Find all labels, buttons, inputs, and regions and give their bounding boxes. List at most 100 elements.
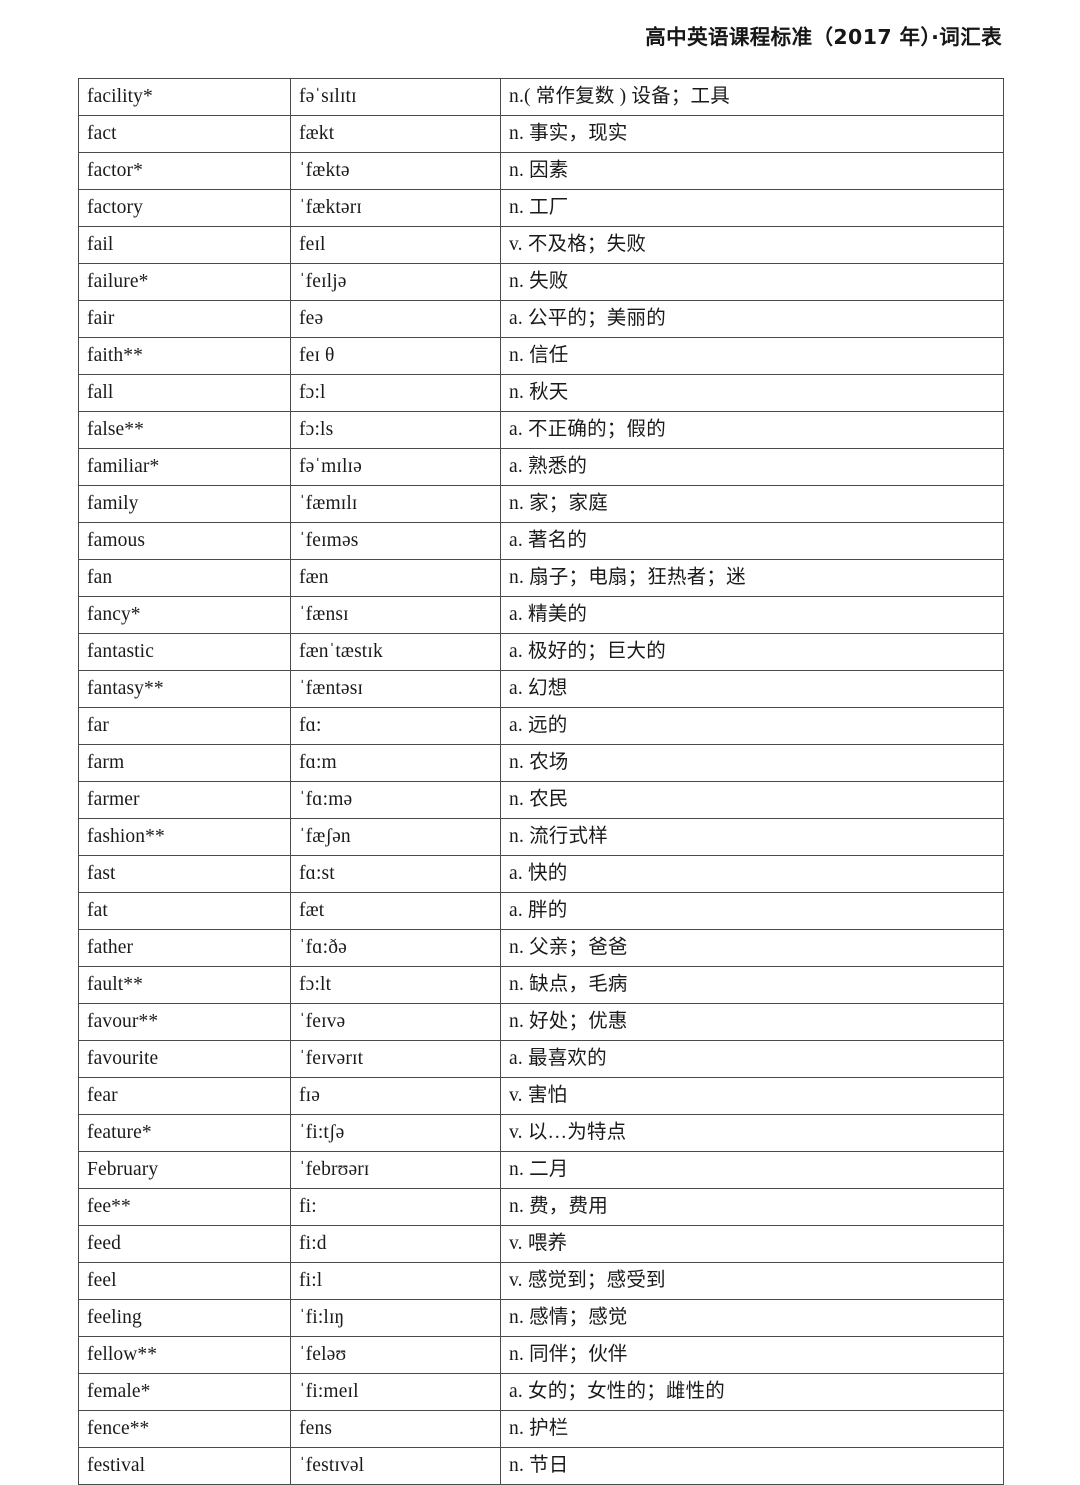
table-row: fence** fens n. 护栏 bbox=[78, 1410, 1004, 1448]
vocab-phonetic: fi:d bbox=[290, 1225, 501, 1263]
vocab-phonetic: ˈfeɪvə bbox=[290, 1003, 501, 1041]
vocab-meaning: n. 同伴；伙伴 bbox=[500, 1336, 1004, 1374]
vocab-phonetic: fɑ:m bbox=[290, 744, 501, 782]
vocab-meaning: n. 缺点，毛病 bbox=[500, 966, 1004, 1004]
vocab-word: fear bbox=[78, 1077, 291, 1115]
vocab-meaning: n. 事实，现实 bbox=[500, 115, 1004, 153]
vocab-phonetic: ˈfeɪməs bbox=[290, 522, 501, 560]
vocab-word: factory bbox=[78, 189, 291, 227]
vocab-meaning: n. 因素 bbox=[500, 152, 1004, 190]
vocab-meaning: a. 幻想 bbox=[500, 670, 1004, 708]
vocab-word: faith** bbox=[78, 337, 291, 375]
vocab-word: failure* bbox=[78, 263, 291, 301]
vocab-meaning: n. 农场 bbox=[500, 744, 1004, 782]
vocab-meaning: n. 扇子；电扇；狂热者；迷 bbox=[500, 559, 1004, 597]
vocab-phonetic: ˈfi:lɪŋ bbox=[290, 1299, 501, 1337]
vocab-meaning: a. 胖的 bbox=[500, 892, 1004, 930]
vocabulary-table-container: facility* fəˈsɪlɪtɪ n.( 常作复数 ) 设备；工具 fact fæ… bbox=[78, 78, 1004, 1485]
table-row: fat fæt a. 胖的 bbox=[78, 892, 1004, 930]
vocab-word: farm bbox=[78, 744, 291, 782]
vocab-meaning: n. 流行式样 bbox=[500, 818, 1004, 856]
vocab-meaning: a. 极好的；巨大的 bbox=[500, 633, 1004, 671]
vocab-phonetic: fɑ:st bbox=[290, 855, 501, 893]
vocab-word: fellow** bbox=[78, 1336, 291, 1374]
vocab-phonetic: fɑ: bbox=[290, 707, 501, 745]
vocab-word: father bbox=[78, 929, 291, 967]
vocabulary-table-body: facility* fəˈsɪlɪtɪ n.( 常作复数 ) 设备；工具 fact fæ… bbox=[78, 78, 1004, 1485]
document-page: 高中英语课程标准（2017 年）·词汇表 facility* fəˈsɪlɪtɪ n… bbox=[78, 25, 1004, 1485]
table-row: fancy* ˈfænsɪ a. 精美的 bbox=[78, 596, 1004, 634]
table-row: fellow** ˈfeləʊ n. 同伴；伙伴 bbox=[78, 1336, 1004, 1374]
vocab-phonetic: fəˈmɪlɪə bbox=[290, 448, 501, 486]
vocab-phonetic: fi:l bbox=[290, 1262, 501, 1300]
vocab-meaning: a. 快的 bbox=[500, 855, 1004, 893]
vocab-phonetic: fi: bbox=[290, 1188, 501, 1226]
vocab-word: fee** bbox=[78, 1188, 291, 1226]
table-row: fear fɪə v. 害怕 bbox=[78, 1077, 1004, 1115]
vocab-meaning: a. 公平的；美丽的 bbox=[500, 300, 1004, 338]
vocab-word: fantasy** bbox=[78, 670, 291, 708]
table-row: fashion** ˈfæʃən n. 流行式样 bbox=[78, 818, 1004, 856]
vocab-word: fantastic bbox=[78, 633, 291, 671]
table-row: feed fi:d v. 喂养 bbox=[78, 1225, 1004, 1263]
vocab-word: feed bbox=[78, 1225, 291, 1263]
table-row: fan fæn n. 扇子；电扇；狂热者；迷 bbox=[78, 559, 1004, 597]
vocab-phonetic: ˈfi:meɪl bbox=[290, 1373, 501, 1411]
vocab-word: feel bbox=[78, 1262, 291, 1300]
vocab-phonetic: fəˈsɪlɪtɪ bbox=[290, 78, 501, 116]
vocab-phonetic: ˈfænsɪ bbox=[290, 596, 501, 634]
vocab-word: fancy* bbox=[78, 596, 291, 634]
table-row: feature* ˈfi:tʃə v. 以…为特点 bbox=[78, 1114, 1004, 1152]
vocab-phonetic: ˈfæmɪlɪ bbox=[290, 485, 501, 523]
vocab-meaning: a. 熟悉的 bbox=[500, 448, 1004, 486]
vocab-meaning: v. 喂养 bbox=[500, 1225, 1004, 1263]
vocab-phonetic: feə bbox=[290, 300, 501, 338]
table-row: family ˈfæmɪlɪ n. 家；家庭 bbox=[78, 485, 1004, 523]
vocab-meaning: a. 不正确的；假的 bbox=[500, 411, 1004, 449]
vocab-phonetic: ˈfæʃən bbox=[290, 818, 501, 856]
vocab-phonetic: ˈfi:tʃə bbox=[290, 1114, 501, 1152]
table-row: festival ˈfestɪvəl n. 节日 bbox=[78, 1447, 1004, 1485]
table-row: famous ˈfeɪməs a. 著名的 bbox=[78, 522, 1004, 560]
vocab-meaning: n. 失败 bbox=[500, 263, 1004, 301]
vocab-word: famous bbox=[78, 522, 291, 560]
table-row: fast fɑ:st a. 快的 bbox=[78, 855, 1004, 893]
vocab-meaning: n. 二月 bbox=[500, 1151, 1004, 1189]
vocab-word: fair bbox=[78, 300, 291, 338]
vocab-phonetic: fɔ:l bbox=[290, 374, 501, 412]
table-row: fantastic fænˈtæstɪk a. 极好的；巨大的 bbox=[78, 633, 1004, 671]
vocab-phonetic: ˈfeɪvərɪt bbox=[290, 1040, 501, 1078]
vocab-word: fashion** bbox=[78, 818, 291, 856]
table-row: fall fɔ:l n. 秋天 bbox=[78, 374, 1004, 412]
vocab-meaning: v. 害怕 bbox=[500, 1077, 1004, 1115]
table-row: favour** ˈfeɪvə n. 好处；优惠 bbox=[78, 1003, 1004, 1041]
table-row: farmer ˈfɑ:mə n. 农民 bbox=[78, 781, 1004, 819]
vocab-meaning: n. 秋天 bbox=[500, 374, 1004, 412]
vocab-word: feature* bbox=[78, 1114, 291, 1152]
table-row: fee** fi: n. 费，费用 bbox=[78, 1188, 1004, 1226]
vocab-word: fat bbox=[78, 892, 291, 930]
vocab-word: fall bbox=[78, 374, 291, 412]
vocab-meaning: n. 费，费用 bbox=[500, 1188, 1004, 1226]
table-row: faith** feɪ θ n. 信任 bbox=[78, 337, 1004, 375]
vocab-meaning: v. 以…为特点 bbox=[500, 1114, 1004, 1152]
table-row: facility* fəˈsɪlɪtɪ n.( 常作复数 ) 设备；工具 bbox=[78, 78, 1004, 116]
table-row: fault** fɔ:lt n. 缺点，毛病 bbox=[78, 966, 1004, 1004]
vocab-word: false** bbox=[78, 411, 291, 449]
vocab-phonetic: fɔ:ls bbox=[290, 411, 501, 449]
vocab-phonetic: ˈfæntəsɪ bbox=[290, 670, 501, 708]
page-header-title: 高中英语课程标准（2017 年）·词汇表 bbox=[645, 25, 1002, 49]
vocab-meaning: a. 精美的 bbox=[500, 596, 1004, 634]
vocab-phonetic: fænˈtæstɪk bbox=[290, 633, 501, 671]
vocab-word: facility* bbox=[78, 78, 291, 116]
vocab-meaning: v. 不及格；失败 bbox=[500, 226, 1004, 264]
vocab-meaning: n. 信任 bbox=[500, 337, 1004, 375]
vocab-phonetic: feɪ θ bbox=[290, 337, 501, 375]
vocab-word: fault** bbox=[78, 966, 291, 1004]
vocab-word: favour** bbox=[78, 1003, 291, 1041]
vocab-meaning: n. 家；家庭 bbox=[500, 485, 1004, 523]
vocab-word: factor* bbox=[78, 152, 291, 190]
vocab-phonetic: fæn bbox=[290, 559, 501, 597]
vocab-phonetic: fækt bbox=[290, 115, 501, 153]
vocab-word: fast bbox=[78, 855, 291, 893]
